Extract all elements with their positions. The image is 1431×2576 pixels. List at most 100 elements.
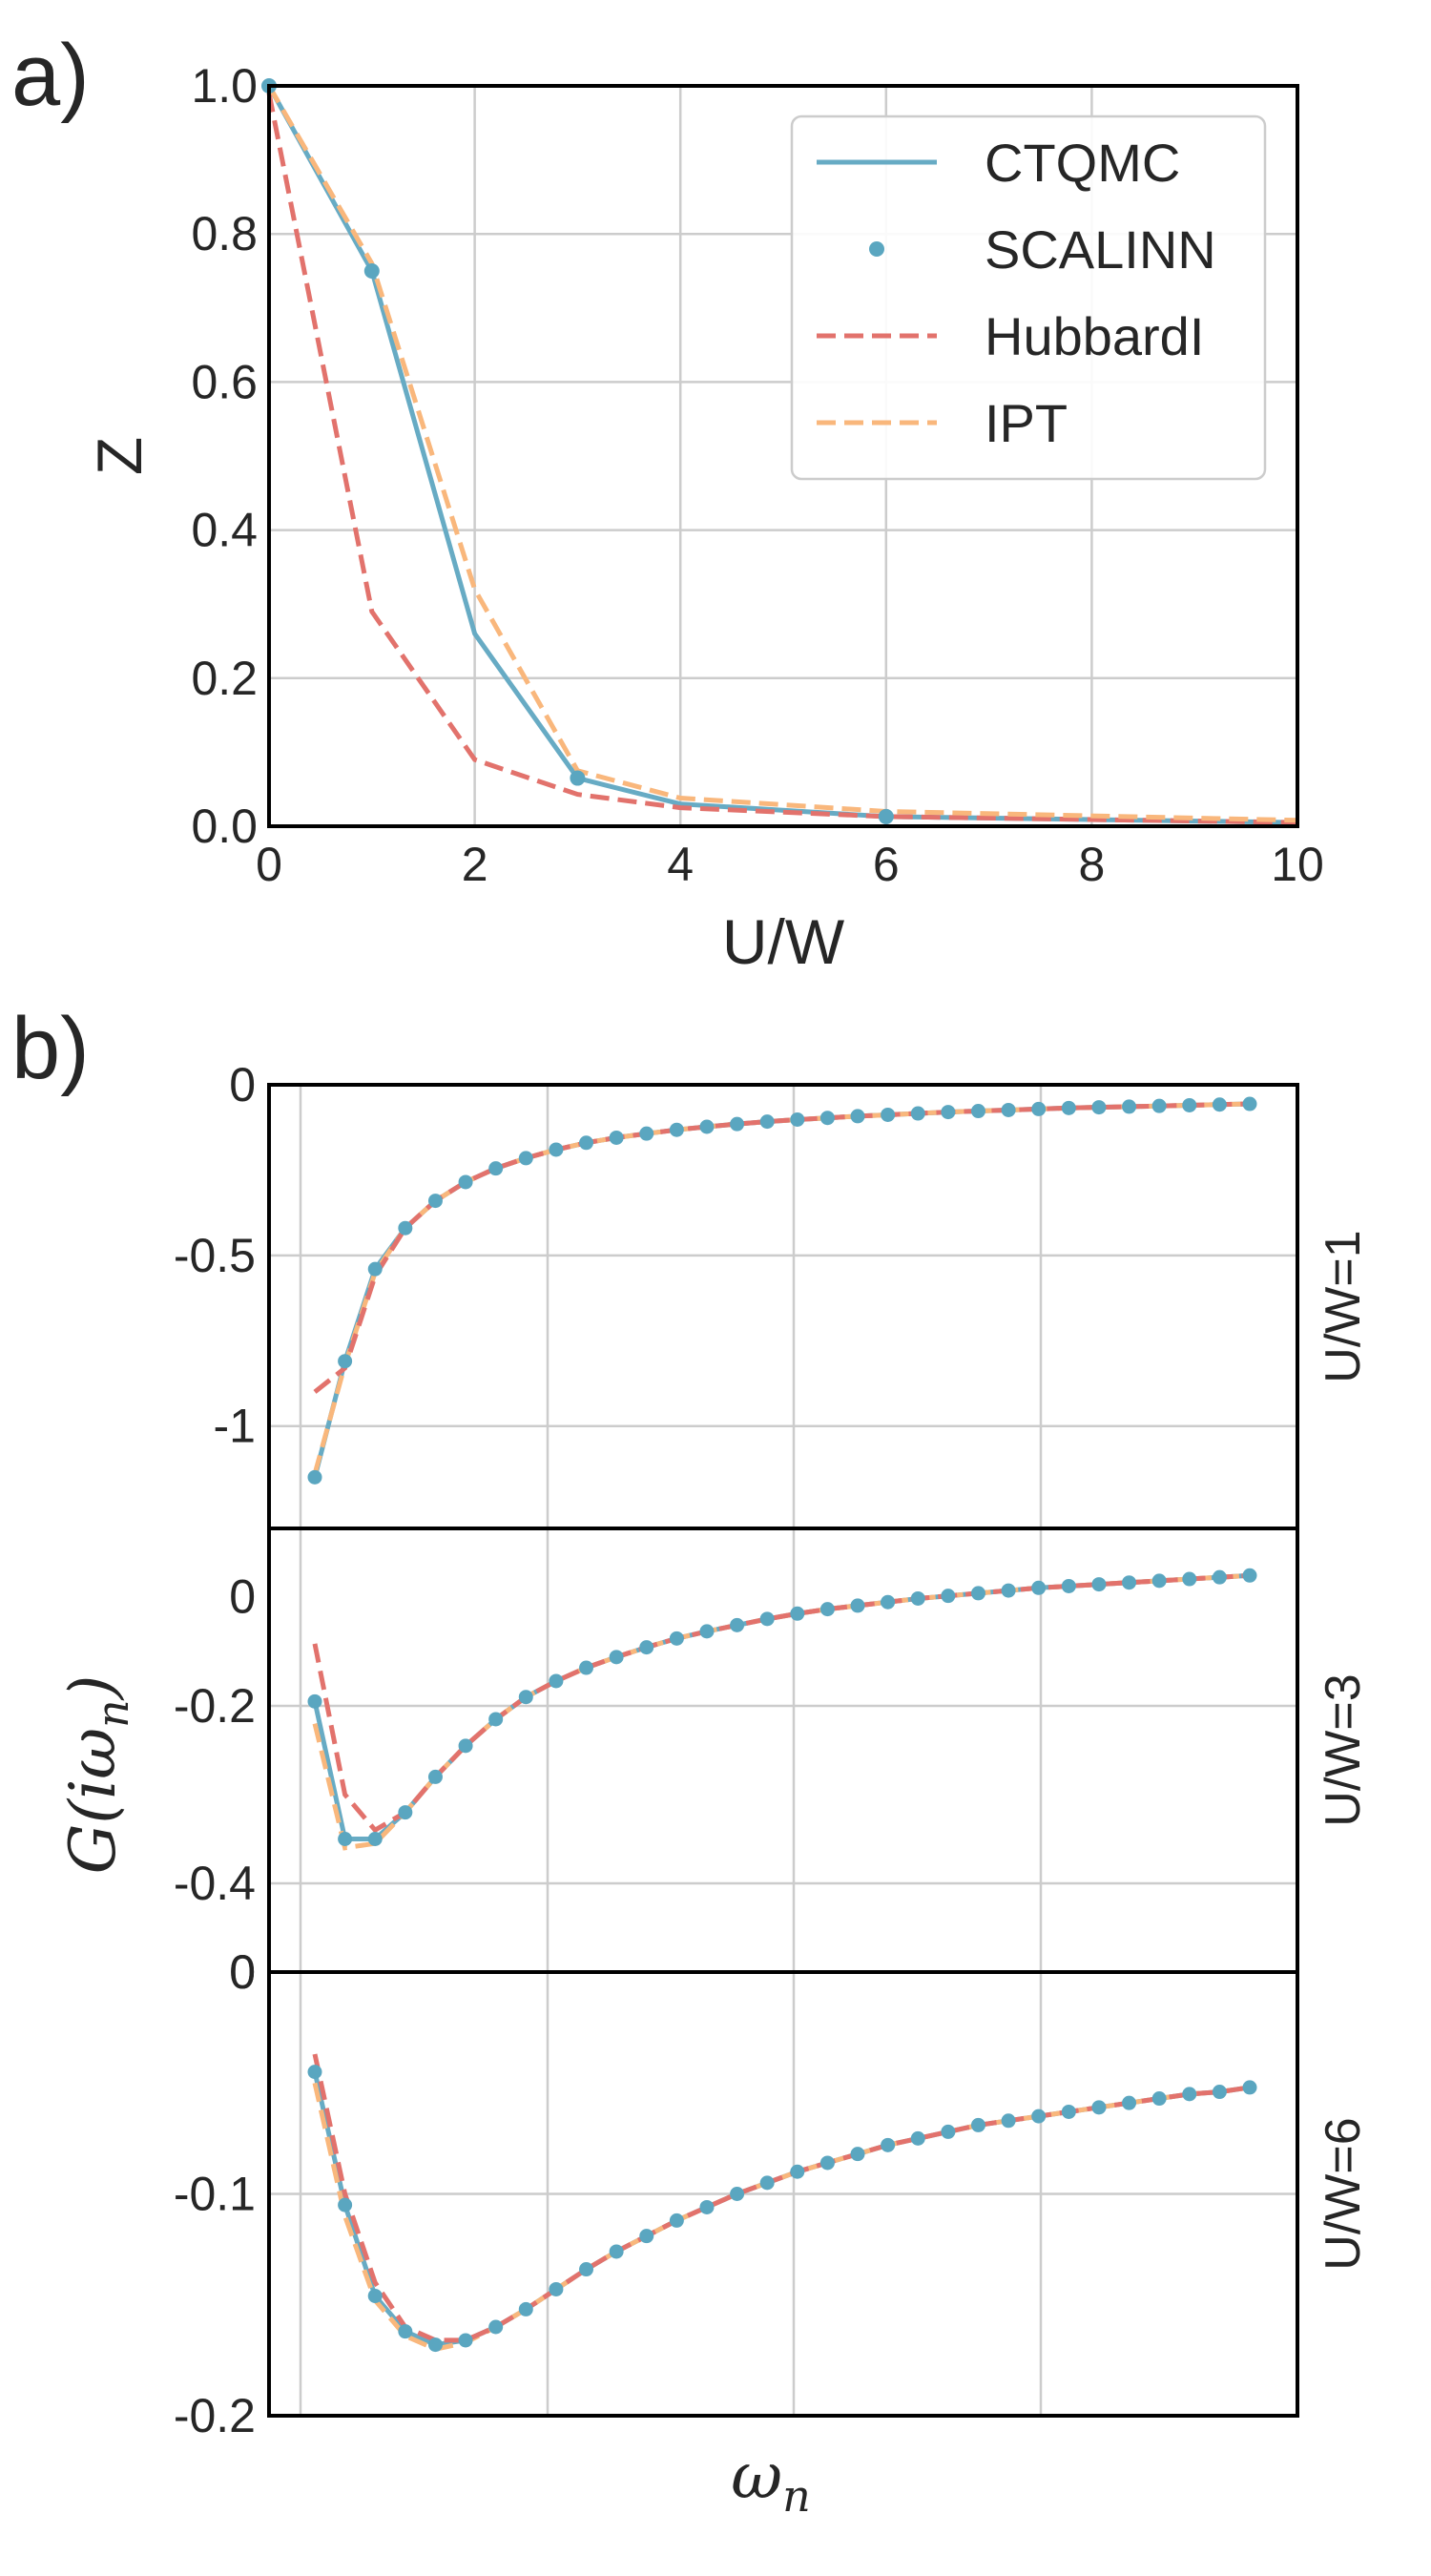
subplot-u-w-1-scalinn-point [579, 1135, 594, 1151]
panel-a-scalinn-point [878, 808, 894, 824]
subplot-u-w-6-scalinn-point [819, 2155, 835, 2171]
subplot-frame [267, 1083, 1299, 1530]
subplot-ytick: 0 [229, 1058, 256, 1111]
subplot-u-w-6-scalinn-point [1151, 2091, 1167, 2107]
subplot-u-w-6-scalinn-point [759, 2175, 775, 2191]
legend-scalinn-label: SCALINN [985, 219, 1216, 280]
subplot-u-w-1-scalinn-point [730, 1116, 745, 1132]
subplot-u-w-1-scalinn-point [669, 1122, 684, 1137]
subplot-u-w-1-scalinn-point [458, 1174, 473, 1190]
subplot-u-w-3-scalinn-point [639, 1640, 654, 1655]
subplot-side-label: U/W=6 [1316, 2117, 1371, 2270]
subplot-u-w-3-scalinn-point [669, 1631, 684, 1646]
panel-a-ytick: 0.2 [191, 652, 258, 705]
legend-scalinn-swatch [869, 241, 884, 257]
panel-a: a) 0 2 4 6 8 10 0.0 0.2 0.4 0.6 0.8 1.0 U/W Z CTQMC… [11, 27, 1324, 977]
subplot-u-w-3-scalinn-point [488, 1712, 504, 1727]
subplot-u-w-1-hubbardi-line [313, 1101, 1251, 1394]
subplot-u-w-3-scalinn-point [518, 1690, 533, 1705]
subplot-u-w-1-scalinn-point [518, 1151, 533, 1166]
subplot-u-w-3-scalinn-point [609, 1650, 624, 1665]
panel-a-series [261, 78, 1298, 825]
subplot-u-w-3-scalinn-point [819, 1602, 835, 1617]
subplot-side-label: U/W=1 [1316, 1230, 1371, 1382]
subplot-u-w-3-scalinn-point [1061, 1578, 1076, 1593]
legend: CTQMC SCALINN HubbardI IPT [790, 114, 1267, 481]
panel-a-ytick: 1.0 [191, 59, 258, 113]
subplot-u-w-6-scalinn-point [730, 2187, 745, 2201]
subplot-u-w-1-scalinn-point [398, 1220, 413, 1236]
subplot-u-w-1-scalinn-point [881, 1107, 896, 1122]
subplot-u-w-1-scalinn-point [1151, 1098, 1167, 1113]
subplot-u-w-3-scalinn-point [850, 1598, 865, 1613]
subplot-u-w-1-scalinn-point [970, 1104, 985, 1119]
subplot-u-w-6-scalinn-point [338, 2197, 353, 2212]
subplot-u-w-3-scalinn-point [1001, 1583, 1016, 1598]
subplot-u-w-3-scalinn-point [970, 1586, 985, 1601]
subplot-u-w-1-scalinn-point [1091, 1100, 1107, 1115]
subplot-ytick: -1 [214, 1400, 256, 1453]
subplot-u-w-3-scalinn-point [398, 1805, 413, 1820]
subplot-u-w-6-hubbardi-line [312, 2053, 1251, 2343]
subplot-u-w-1-scalinn-point [338, 1354, 353, 1369]
subplot-u-w-3-scalinn-point [458, 1738, 473, 1754]
subplot-u-w-6-scalinn-point [307, 2065, 322, 2080]
subplot-u-w-6-scalinn-point [881, 2137, 896, 2152]
subplot-u-w-1-scalinn-point [850, 1109, 865, 1124]
panel-a-label: a) [11, 27, 90, 124]
subplot-u-w-3-scalinn-point [338, 1832, 353, 1846]
subplot-u-w-6-scalinn-point [367, 2288, 383, 2303]
subplot-u-w-3-scalinn-point [730, 1617, 745, 1632]
subplot-u-w-3-scalinn-point [790, 1606, 805, 1621]
panel-a-xtick: 8 [1078, 838, 1105, 891]
subplot-u-w-1-scalinn-point [910, 1106, 925, 1121]
subplot-ytick: -0.5 [174, 1229, 256, 1282]
subplot-u-w-6-scalinn-point [1091, 2100, 1107, 2115]
subplot-u-w-1-scalinn-point [549, 1142, 564, 1157]
legend-hubbardi-label: HubbardI [985, 306, 1204, 366]
subplot-u-w-6-scalinn-point [699, 2199, 715, 2214]
legend-ctqmc-label: CTQMC [985, 133, 1180, 193]
panel-a-xlabel: U/W [722, 906, 845, 977]
subplot-u-w-6-scalinn-point [1061, 2104, 1076, 2119]
panel-b-subplots: 0-0.5-10U/W=1-0.2-0.40U/W=30-0.1-0.2U/W=… [174, 1058, 1371, 2442]
subplot-u-w-3-scalinn-point [549, 1673, 564, 1689]
subplot-u-w-6-scalinn-point [669, 2212, 684, 2228]
subplot-u-w-3-scalinn-point [699, 1624, 715, 1639]
subplot-u-w-1-scalinn-point [790, 1111, 805, 1127]
subplot-u-w-1-scalinn-point [1061, 1100, 1076, 1115]
panel-b-label: b) [11, 1000, 90, 1097]
subplot-u-w-6-scalinn-point [1212, 2085, 1227, 2100]
subplot-u-w-6-scalinn-point [458, 2333, 473, 2348]
subplot-u-w-3-scalinn-point [307, 1693, 322, 1709]
subplot-u-w-6-scalinn-point [518, 2301, 533, 2316]
panel-b-xlabel: ωn [731, 2440, 810, 2522]
subplot-ytick: -0.1 [174, 2168, 256, 2221]
subplot-u-w-6-scalinn-point [1242, 2080, 1257, 2095]
subplot-u-w-6-scalinn-point [488, 2319, 504, 2335]
legend-ipt-label: IPT [985, 393, 1068, 453]
subplot-u-w-6-scalinn-point [910, 2130, 925, 2146]
panel-b: b) 0-0.5-10U/W=1-0.2-0.40U/W=30-0.1-0.2U… [11, 1000, 1371, 2522]
panel-a-ytick: 0.4 [191, 504, 258, 557]
subplot-ytick: 0 [229, 1945, 256, 1999]
subplot-u-w-3-scalinn-point [1212, 1569, 1227, 1585]
subplot-u-w-3-scalinn-point [427, 1769, 443, 1784]
panel-a-xtick: 2 [462, 838, 488, 891]
panel-a-hubbardi-line [266, 93, 1298, 825]
subplot-u-w-1-scalinn-point [1001, 1102, 1016, 1117]
subplot-u-w-1-ipt-line [312, 1101, 1251, 1475]
subplot-u-w-1-scalinn-point [367, 1261, 383, 1277]
subplot-u-w-6-scalinn-point [970, 2117, 985, 2132]
subplot-u-w-6: 0 -0.1 -0.2 U/W=6 [174, 1945, 1371, 2442]
subplot-u-w-3-scalinn-point [1031, 1580, 1047, 1595]
subplot-u-w-1-scalinn-point [639, 1126, 654, 1141]
subplot-u-w-3-scalinn-point [1242, 1568, 1257, 1583]
panel-a-ytick: 0.0 [191, 800, 258, 853]
subplot-u-w-1-scalinn-point [819, 1111, 835, 1126]
subplot-u-w-3-scalinn-point [1151, 1573, 1167, 1589]
panel-a-scalinn-point [570, 770, 586, 786]
subplot-ytick: -0.4 [174, 1857, 256, 1910]
panel-a-frame [267, 84, 1299, 828]
subplot-u-w-1-scalinn-point [759, 1114, 775, 1130]
